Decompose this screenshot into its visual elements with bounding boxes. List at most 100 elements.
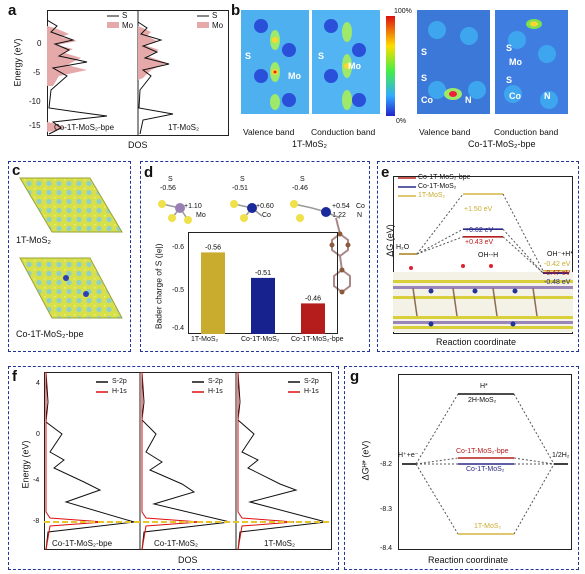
- level-2h: 2H-MoS₂: [468, 397, 497, 404]
- panel-b-atom: Co: [509, 91, 521, 101]
- panel-b-map-label: Valence band: [419, 127, 471, 137]
- panel-f-sublabel: Co-1T-MoS₂-bpe: [52, 539, 113, 548]
- final-co: -0.48 eV: [544, 279, 571, 286]
- panel-b-colorbar-max: 100%: [394, 8, 412, 15]
- panel-a-legend-mo: Mo: [212, 21, 224, 30]
- panel-a-ytick: -5: [33, 68, 41, 77]
- panel-e-plot: [393, 176, 573, 334]
- panel-b-atom: S: [421, 73, 428, 83]
- panel-g-xlabel: Reaction coordinate: [428, 555, 509, 565]
- energy-connector: [502, 193, 544, 272]
- panel-e-xlabel: Reaction coordinate: [436, 337, 517, 347]
- panel-g-ytick: -8.4: [380, 545, 393, 552]
- panel-f-legend: H-1s: [112, 388, 127, 395]
- panel-d-ylabel: Bader charge of S (|e|): [153, 243, 164, 330]
- panel-b-atom: Mo: [509, 57, 522, 67]
- charge-label: Mo: [196, 212, 206, 219]
- panel-c-letter: c: [12, 162, 21, 179]
- panel-a-legend-s: S: [212, 11, 218, 20]
- state-h-plus: H⁺+e⁻: [398, 452, 419, 459]
- bader-bar-value: -0.46: [305, 295, 321, 302]
- panel-f-letter: f: [12, 368, 17, 385]
- charge-label: S: [168, 176, 173, 183]
- panel-f-legend: S-2p: [208, 378, 223, 385]
- panel-b-group-label: Co-1T-MoS₂-bpe: [468, 139, 536, 149]
- panel-a-ytick: 0: [37, 39, 42, 48]
- panel-d-ytick: -0.6: [172, 244, 185, 251]
- panel-f-ylabel: Energy (eV): [20, 440, 31, 489]
- panel-b-colorbar: [386, 16, 395, 116]
- state-oh-h-star: OH⁻+H*: [547, 251, 574, 258]
- legend-bpe: Co-1T-MoS₂-bpe: [418, 174, 471, 181]
- charge-label: -1.22: [330, 212, 346, 219]
- panel-f-ytick: -8: [33, 518, 40, 525]
- panel-d-letter: d: [144, 164, 154, 181]
- panel-a-sublabel: Co-1T-MoS₂-bpe: [54, 123, 115, 132]
- panel-b-atom: S: [245, 51, 252, 61]
- panel-e-legend-swatches: [398, 177, 416, 197]
- panel-a-letter: a: [8, 2, 17, 19]
- panel-g-ytick: -8.2: [380, 461, 393, 468]
- panel-a-sublabel: 1T-MoS₂: [168, 123, 200, 132]
- panel-a-plot: [47, 10, 229, 136]
- panel-b-atom: Co: [421, 95, 433, 105]
- charge-label: S: [240, 176, 245, 183]
- panel-b-group-label: 1T-MoS₂: [292, 139, 328, 149]
- panel-b-atom: S: [421, 47, 428, 57]
- legend-co: Co-1T-MoS₂: [418, 183, 457, 190]
- panel-g-ytick: -8.3: [380, 506, 393, 513]
- panel-b-atom: Mo: [348, 61, 361, 71]
- state-h2o: H₂O: [396, 244, 410, 251]
- panel-b-atom: Mo: [288, 71, 301, 81]
- barrier-bpe: +0.43 eV: [465, 239, 494, 246]
- state-half-h2: 1/2H₂: [552, 452, 570, 459]
- panel-b-map-label: Conduction band: [311, 127, 376, 137]
- panel-d-molecules: [158, 200, 351, 295]
- panel-a-ytick: -15: [29, 121, 41, 130]
- charge-label: +1.10: [184, 203, 202, 210]
- level-co: Co-1T-MoS₂: [466, 466, 505, 473]
- panel-a-legend-s: S: [122, 11, 128, 20]
- level-bpe: Co-1T-MoS₂-bpe: [456, 448, 509, 455]
- panel-g-ylabel: ΔGᴴ* (eV): [360, 440, 371, 481]
- state-h-star: H*: [480, 383, 488, 390]
- panel-b-map-label: Conduction band: [494, 127, 559, 137]
- barrier-co: +0.62 eV: [465, 227, 494, 234]
- energy-connector: [416, 236, 464, 255]
- bader-bar-value: -0.56: [205, 244, 221, 251]
- panel-f-sublabel: Co-1T-MoS₂: [154, 539, 199, 548]
- energy-connector: [502, 236, 544, 274]
- panel-b-map-label: Valence band: [243, 127, 295, 137]
- bader-bar-chart: -0.56 -0.51 -0.46: [188, 232, 338, 334]
- panel-f-plot: [44, 372, 332, 550]
- panel-a-ytick: -10: [29, 97, 41, 106]
- bader-bar: [251, 277, 275, 334]
- bader-bar-value: -0.51: [255, 270, 271, 277]
- panel-d-ytick: -0.5: [172, 287, 185, 294]
- panel-b-atom: N: [465, 95, 472, 105]
- panel-e-frame: [377, 161, 579, 352]
- panel-d-ytick: -0.4: [172, 325, 185, 332]
- panel-f-frame: [8, 366, 339, 570]
- panel-g-letter: g: [350, 368, 360, 385]
- panel-b-atom: N: [544, 91, 551, 101]
- energy-connector: [502, 228, 544, 274]
- panel-a-legend-mo: Mo: [122, 21, 134, 30]
- charge-label: Co: [262, 212, 271, 219]
- final-bpe: -0.47 eV: [544, 270, 571, 277]
- panel-b-atom: S: [318, 51, 325, 61]
- charge-label: S: [300, 176, 305, 183]
- charge-label: -0.46: [292, 185, 308, 192]
- charge-label: Co: [356, 203, 365, 210]
- charge-label: -0.51: [232, 185, 248, 192]
- panel-f-legend: H-1s: [304, 388, 319, 395]
- final-1t: -0.42 eV: [544, 261, 571, 268]
- panel-a-ylabel: Energy (eV): [12, 38, 23, 87]
- level-1t: 1T-MoS₂: [474, 523, 502, 530]
- panel-b-letter: b: [231, 2, 241, 19]
- legend-1t: 1T-MoS₂: [418, 192, 446, 199]
- panel-d-frame: [140, 161, 370, 352]
- panel-f-ytick: 0: [36, 431, 40, 438]
- energy-connector: [416, 228, 464, 255]
- panel-b-maps-overlay-2: [428, 19, 558, 109]
